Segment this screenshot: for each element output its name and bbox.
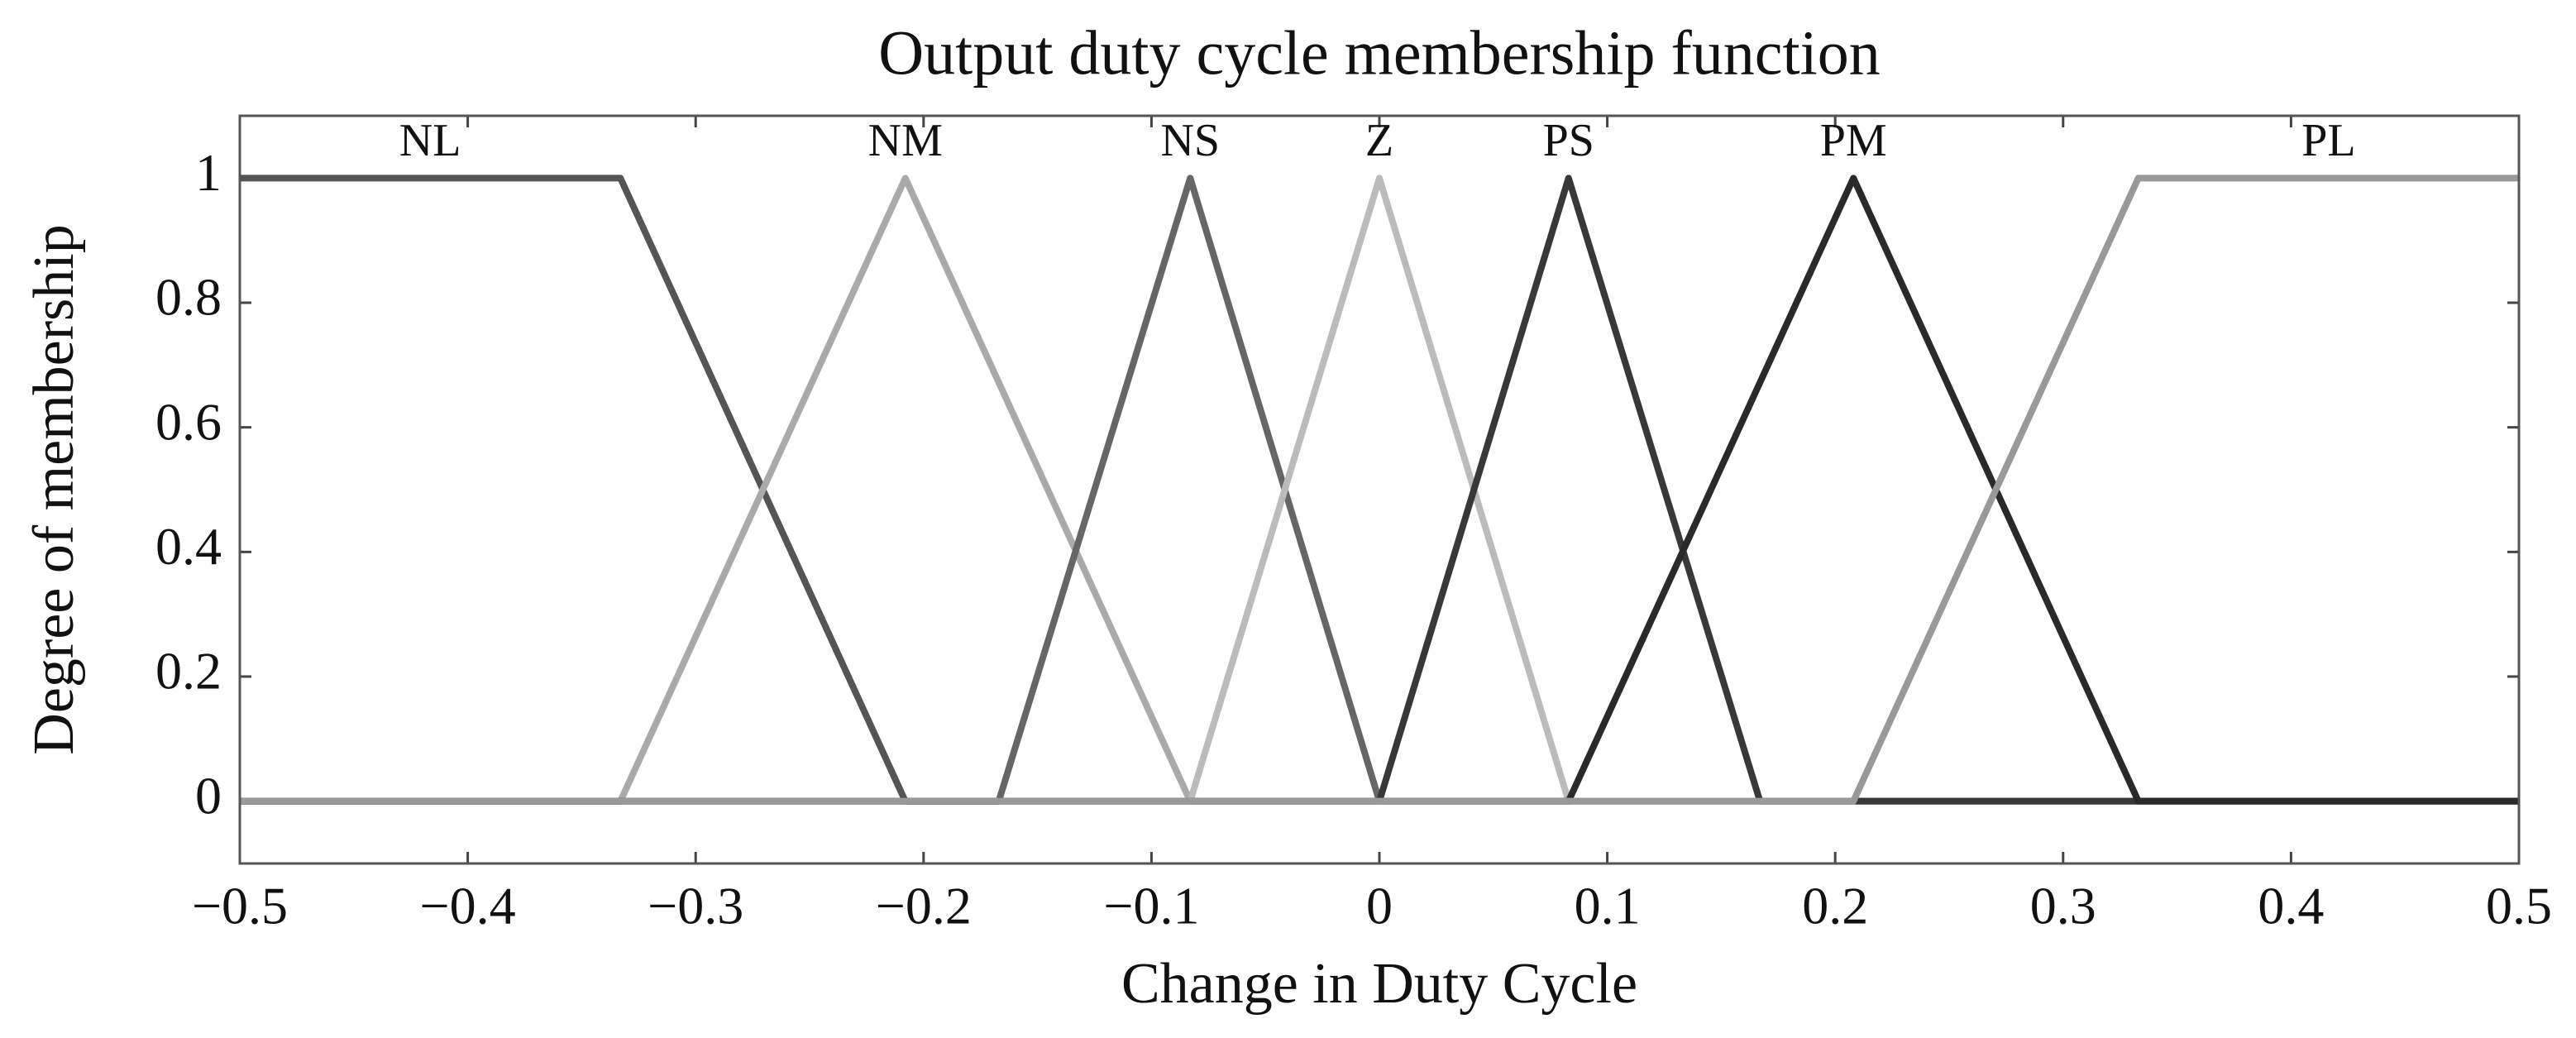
series-label: Z [1365,115,1393,166]
chart-title: Output duty cycle membership function [878,18,1881,88]
membership-line [240,175,2519,805]
series-label: NL [399,115,461,166]
membership-line [240,175,2519,805]
series-label: NS [1160,115,1220,166]
x-tick-label: −0.1 [1103,877,1199,935]
y-tick-label: 0.4 [155,517,222,576]
membership-line [240,175,2519,805]
series-label: PM [1820,115,1887,166]
series-label: PS [1543,115,1594,166]
plot-frame [238,114,2521,865]
membership-line [240,175,2519,805]
membership-line [240,175,2519,805]
x-tick-label: −0.2 [876,877,972,935]
y-axis-label: Degree of membership [22,224,86,754]
y-tick-label: 0.8 [155,268,222,327]
membership-line [240,175,2519,805]
x-tick-label: 0.4 [2258,877,2324,935]
series-label: PL [2301,115,2355,166]
x-tick-label: 0.5 [2486,877,2552,935]
y-tick-label: 1 [195,143,222,202]
x-tick-label: −0.5 [192,877,288,935]
x-tick-label: −0.3 [648,877,743,935]
y-tick-label: 0.2 [155,642,222,701]
x-tick-label: 0.2 [1802,877,1868,935]
series-label: NM [868,115,943,166]
y-tick-label: 0 [195,766,222,825]
x-tick-label: 0.3 [2030,877,2096,935]
x-tick-label: 0.1 [1575,877,1641,935]
y-tick-label: 0.6 [155,392,222,451]
membership-line [240,175,2519,805]
x-tick-label: −0.4 [420,877,516,935]
x-tick-label: 0 [1366,877,1393,935]
x-axis-label: Change in Duty Cycle [1121,952,1637,1016]
